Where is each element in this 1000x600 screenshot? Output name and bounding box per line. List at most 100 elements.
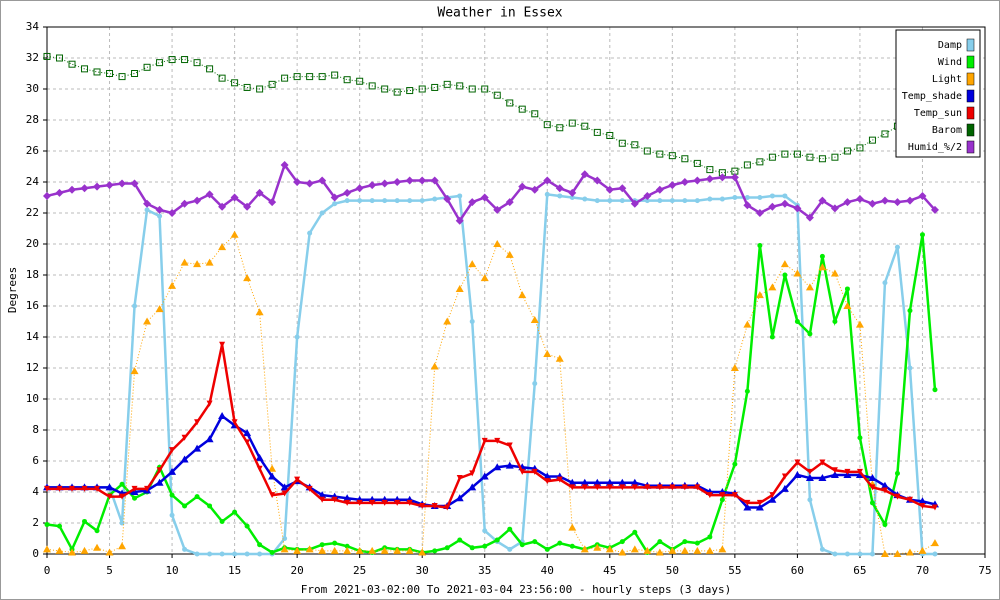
point	[681, 155, 689, 163]
point	[543, 350, 552, 358]
legend-label: Damp	[938, 40, 962, 51]
point	[155, 305, 164, 313]
y-tick-label: 6	[32, 454, 39, 467]
point	[532, 539, 538, 545]
point	[768, 202, 777, 211]
point	[207, 551, 213, 557]
y-tick-label: 2	[32, 516, 39, 529]
point	[430, 362, 439, 370]
point	[582, 196, 588, 202]
point	[255, 453, 264, 461]
point	[830, 269, 839, 277]
point	[905, 196, 914, 205]
point	[706, 166, 714, 174]
point	[256, 465, 263, 472]
point	[482, 543, 488, 549]
point	[505, 461, 514, 469]
point	[930, 205, 939, 214]
point	[281, 490, 288, 497]
point	[805, 283, 814, 291]
point	[619, 484, 626, 491]
point	[918, 497, 927, 505]
point	[832, 551, 838, 557]
point	[143, 199, 152, 208]
x-tick-label: 0	[44, 564, 51, 577]
x-axis-label: From 2021-03-02:00 To 2021-03-04 23:56:0…	[301, 583, 731, 596]
y-axis-label: Degrees	[6, 267, 19, 313]
point	[205, 435, 214, 443]
point	[644, 484, 651, 491]
point	[180, 258, 189, 266]
point	[405, 176, 414, 185]
point	[280, 160, 289, 169]
point	[443, 195, 452, 204]
point	[332, 201, 338, 207]
point	[255, 308, 264, 316]
point	[919, 232, 925, 238]
point	[343, 546, 352, 554]
point	[857, 551, 863, 557]
point	[118, 179, 127, 188]
point	[332, 540, 338, 546]
x-tick-label: 75	[978, 564, 991, 577]
point	[319, 542, 325, 548]
point	[232, 551, 238, 557]
point	[218, 243, 227, 251]
x-tick-label: 65	[853, 564, 866, 577]
x-tick-label: 15	[228, 564, 241, 577]
point	[644, 198, 650, 204]
point	[532, 381, 538, 386]
y-tick-label: 4	[32, 485, 39, 498]
point	[930, 539, 939, 547]
point	[44, 485, 50, 492]
point	[394, 198, 400, 204]
point	[55, 546, 64, 554]
point	[693, 159, 701, 167]
point	[555, 354, 564, 362]
point	[568, 119, 576, 127]
point	[855, 320, 864, 328]
point	[907, 365, 913, 371]
point	[931, 504, 938, 511]
x-tick-label: 50	[666, 564, 679, 577]
point	[793, 269, 802, 277]
point	[268, 80, 276, 88]
point	[43, 545, 51, 553]
point	[131, 70, 139, 77]
point	[744, 499, 751, 506]
point	[219, 518, 225, 524]
legend-swatch	[966, 140, 975, 154]
point	[380, 179, 389, 188]
series-line	[46, 234, 937, 555]
point	[693, 176, 702, 185]
point	[156, 59, 164, 67]
point	[294, 334, 300, 340]
point	[218, 202, 227, 211]
point	[657, 539, 663, 545]
chart-title: Weather in Essex	[437, 6, 562, 21]
point	[55, 188, 64, 197]
point	[880, 196, 889, 205]
point	[282, 536, 288, 541]
point	[557, 540, 563, 546]
point	[668, 546, 677, 554]
point	[780, 484, 789, 492]
point	[418, 548, 427, 556]
point	[605, 545, 614, 553]
point	[757, 195, 763, 200]
point	[418, 85, 426, 93]
point	[906, 496, 913, 503]
y-tick-label: 20	[26, 237, 39, 250]
point	[156, 467, 163, 474]
point	[407, 198, 413, 204]
point	[394, 499, 401, 506]
point	[869, 551, 875, 557]
point	[255, 188, 264, 197]
point	[806, 468, 813, 475]
y-tick-label: 30	[26, 82, 39, 95]
point	[318, 73, 326, 81]
point	[519, 542, 525, 548]
x-tick-label: 30	[416, 564, 429, 577]
point	[918, 191, 927, 200]
point	[919, 502, 926, 509]
